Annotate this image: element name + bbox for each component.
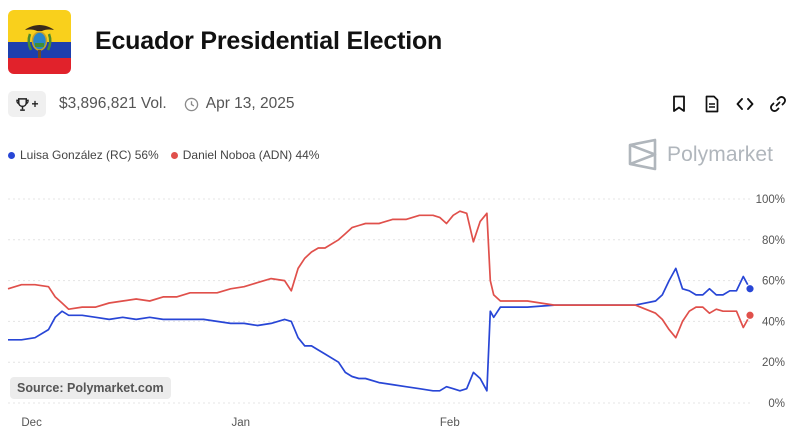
x-tick-label: Dec: [21, 417, 42, 429]
series-line-noboa: [7, 210, 751, 339]
volume-text: $3,896,821 Vol.: [59, 95, 167, 112]
document-icon: [705, 95, 719, 113]
series-end-dot-noboa: [745, 310, 755, 321]
y-tick-label: 20%: [762, 357, 785, 369]
plus-icon: +: [31, 97, 39, 111]
end-date: Apr 13, 2025: [184, 95, 295, 113]
polymarket-wordmark: Polymarket: [667, 142, 774, 166]
link-icon: [770, 96, 786, 112]
x-tick-label: Jan: [231, 417, 250, 429]
legend-label-gonzalez: Luisa González (RC) 56%: [20, 148, 159, 162]
flag-red-band: [8, 58, 71, 74]
legend-item-gonzalez: Luisa González (RC) 56%: [8, 148, 159, 162]
polymarket-watermark: Polymarket: [627, 138, 773, 171]
source-label: Source: Polymarket.com: [10, 377, 171, 399]
series-line-gonzalez: [8, 267, 751, 392]
bookmark-icon: [673, 95, 685, 112]
y-tick-label: 0%: [768, 398, 785, 410]
embed-button[interactable]: [735, 94, 755, 114]
flag-coat-of-arms-icon: [25, 25, 54, 58]
ecuador-flag-icon: [8, 10, 71, 74]
series-end-dot-gonzalez: [745, 283, 755, 294]
code-icon: [736, 98, 754, 110]
y-tick-label: 100%: [756, 194, 785, 206]
y-tick-label: 60%: [762, 276, 785, 288]
chart-legend: Luisa González (RC) 56% Daniel Noboa (AD…: [8, 148, 319, 162]
date-text: Apr 13, 2025: [205, 95, 295, 112]
legend-swatch-blue: [8, 151, 15, 159]
clock-icon: [184, 97, 198, 111]
y-tick-label: 40%: [762, 316, 785, 328]
trophy-button[interactable]: +: [8, 91, 46, 117]
market-meta-row: + $3,896,821 Vol. Apr 13, 2025: [8, 91, 295, 117]
action-toolbar: [669, 94, 788, 114]
y-tick-label: 80%: [762, 235, 785, 247]
legend-label-noboa: Daniel Noboa (ADN) 44%: [182, 148, 320, 162]
copy-link-button[interactable]: [768, 94, 788, 114]
document-button[interactable]: [702, 94, 722, 114]
trophy-icon: [16, 97, 30, 111]
x-tick-label: Feb: [440, 417, 460, 429]
page-title: Ecuador Presidential Election: [95, 27, 443, 55]
legend-swatch-red: [170, 151, 178, 159]
legend-item-noboa: Daniel Noboa (ADN) 44%: [170, 148, 320, 162]
polymarket-logo-icon: [628, 138, 657, 171]
bookmark-button[interactable]: [669, 94, 689, 114]
